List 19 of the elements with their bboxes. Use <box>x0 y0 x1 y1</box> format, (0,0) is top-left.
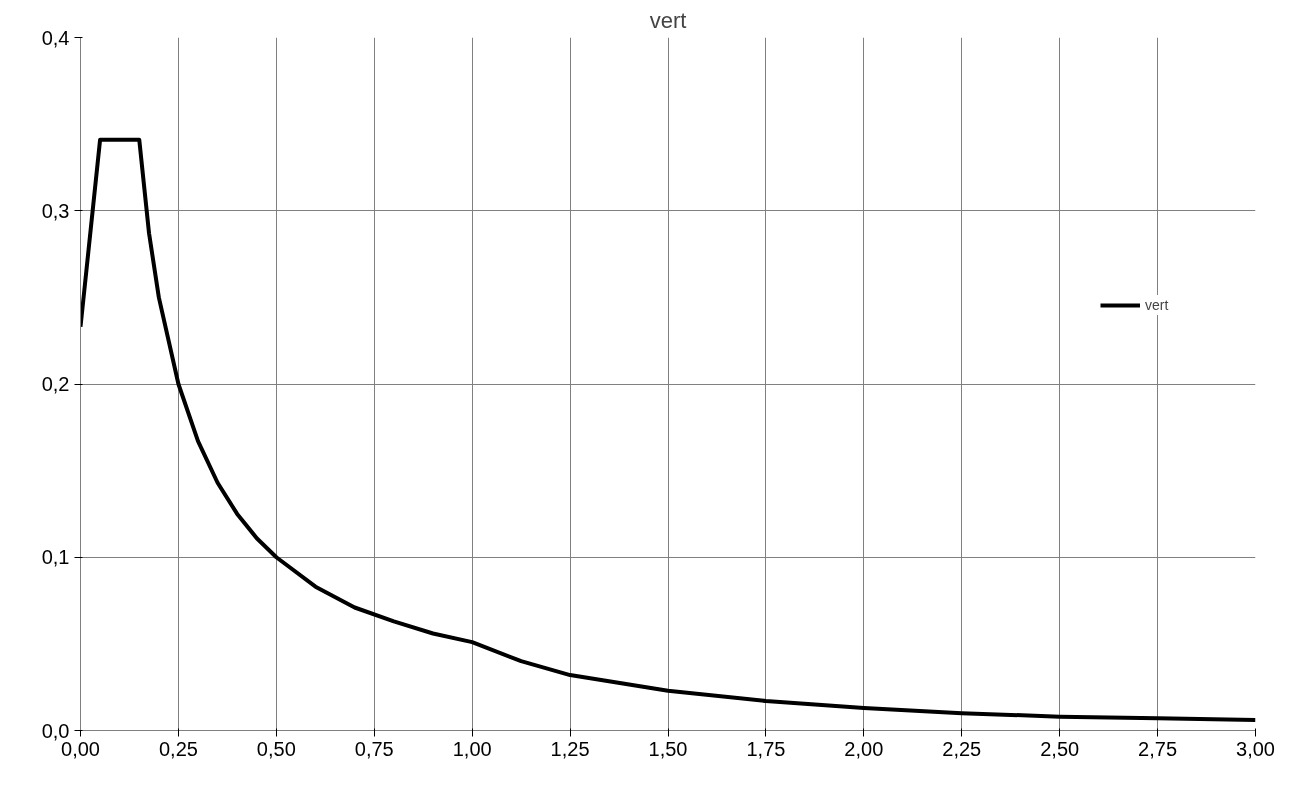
x-tick-label: 1,75 <box>746 737 786 760</box>
x-tick-label: 2,00 <box>844 737 884 760</box>
x-tick-label: 2,25 <box>942 737 982 760</box>
x-tick-label: 1,00 <box>452 737 492 760</box>
y-tick-label: 0,1 <box>41 546 70 569</box>
x-tick-label: 2,75 <box>1138 737 1178 760</box>
y-tick-label: 0,4 <box>41 26 70 49</box>
y-tick-label: 0,2 <box>41 373 70 395</box>
x-tick-label: 0,50 <box>256 737 296 760</box>
x-tick-label: 0,25 <box>158 737 198 760</box>
x-tick-label: 1,50 <box>648 737 688 760</box>
chart-title: vert <box>649 7 687 33</box>
x-tick-label: 3,00 <box>1236 737 1275 760</box>
legend-label: vert <box>1145 297 1169 313</box>
x-tick-label: 1,25 <box>550 737 590 760</box>
line-series <box>80 137 1256 723</box>
x-tick-label: 2,50 <box>1040 737 1080 760</box>
y-tick-label: 0,3 <box>41 199 70 222</box>
x-tick-label: 0,75 <box>354 737 394 760</box>
